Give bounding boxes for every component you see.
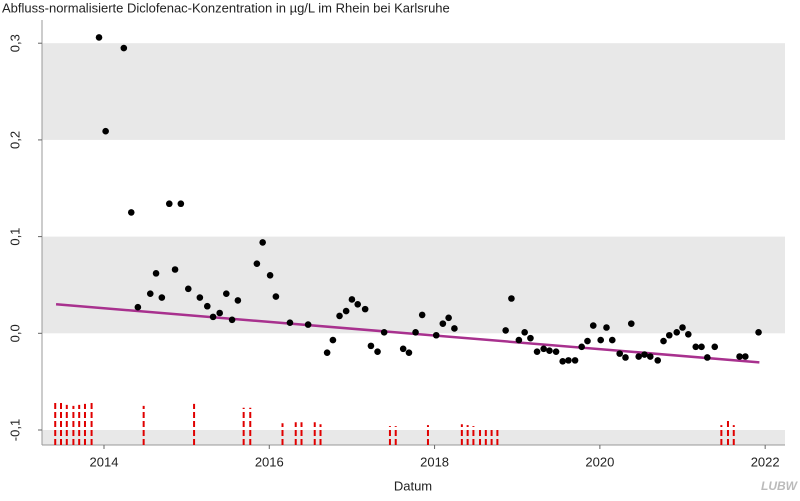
data-point bbox=[209, 313, 217, 321]
data-point bbox=[439, 320, 447, 327]
logo: LUBW bbox=[761, 479, 799, 493]
data-point bbox=[502, 327, 509, 334]
data-point bbox=[336, 312, 343, 320]
data-point bbox=[95, 34, 103, 41]
data-point bbox=[603, 324, 610, 331]
data-point bbox=[348, 296, 356, 303]
x-tick-label: 2022 bbox=[751, 454, 780, 469]
data-point bbox=[578, 343, 585, 351]
data-point bbox=[608, 336, 616, 344]
data-point bbox=[445, 314, 452, 322]
data-point bbox=[742, 353, 749, 360]
data-point bbox=[184, 285, 192, 293]
data-point bbox=[736, 353, 743, 360]
data-point bbox=[685, 330, 692, 338]
data-point bbox=[223, 290, 230, 297]
data-point bbox=[361, 305, 369, 313]
data-point bbox=[546, 347, 553, 355]
background-band bbox=[42, 236, 785, 334]
data-point bbox=[704, 354, 711, 361]
data-point bbox=[654, 357, 662, 364]
x-tick-label: 2018 bbox=[420, 454, 449, 469]
data-point bbox=[692, 343, 700, 351]
data-point bbox=[635, 353, 643, 360]
data-point bbox=[158, 294, 166, 301]
x-tick-label: 2016 bbox=[255, 454, 284, 469]
data-point bbox=[698, 343, 705, 351]
data-point bbox=[253, 260, 261, 267]
data-point bbox=[259, 239, 266, 246]
data-point bbox=[134, 303, 142, 311]
data-point bbox=[559, 358, 566, 365]
x-axis-label: Datum bbox=[394, 478, 432, 493]
data-point bbox=[565, 357, 572, 364]
data-point bbox=[165, 200, 173, 208]
data-point bbox=[589, 322, 597, 329]
data-point bbox=[679, 324, 686, 331]
x-tick-label: 2014 bbox=[90, 454, 119, 469]
data-point bbox=[552, 348, 560, 355]
data-point bbox=[527, 334, 534, 342]
data-point bbox=[451, 325, 458, 332]
data-point bbox=[380, 329, 388, 336]
data-point bbox=[641, 351, 648, 358]
data-point bbox=[203, 302, 211, 310]
data-point bbox=[171, 266, 179, 273]
data-point bbox=[508, 295, 515, 302]
data-point bbox=[597, 336, 604, 344]
y-tick-label: 0,0 bbox=[7, 324, 22, 342]
data-point bbox=[304, 321, 312, 328]
data-point bbox=[412, 329, 419, 336]
data-point bbox=[660, 337, 667, 345]
data-point bbox=[584, 337, 591, 345]
data-point bbox=[216, 309, 223, 317]
background-band bbox=[42, 43, 785, 140]
data-point bbox=[533, 348, 541, 355]
data-point bbox=[228, 316, 236, 324]
data-point bbox=[329, 336, 337, 344]
data-point bbox=[146, 290, 154, 297]
data-point bbox=[127, 209, 135, 216]
y-tick-label: -0,1 bbox=[7, 419, 22, 441]
data-point bbox=[196, 294, 204, 301]
data-point bbox=[272, 293, 280, 300]
data-point bbox=[177, 200, 185, 208]
data-point bbox=[432, 331, 440, 339]
data-point bbox=[627, 320, 635, 327]
data-point bbox=[354, 301, 362, 308]
data-point bbox=[418, 311, 426, 319]
data-point bbox=[665, 331, 673, 339]
data-point bbox=[342, 307, 350, 315]
data-point bbox=[120, 44, 128, 52]
data-point bbox=[234, 297, 242, 304]
data-point bbox=[405, 349, 413, 356]
data-point bbox=[102, 127, 109, 135]
data-point bbox=[515, 336, 523, 344]
data-point bbox=[673, 329, 681, 336]
x-tick-label: 2020 bbox=[585, 454, 614, 469]
y-tick-label: 0,1 bbox=[7, 228, 22, 246]
data-point bbox=[399, 345, 407, 353]
y-tick-label: 0,3 bbox=[7, 34, 22, 52]
y-tick-label: 0,2 bbox=[7, 131, 22, 149]
data-point bbox=[521, 329, 528, 336]
chart-title: Abfluss-normalisierte Diclofenac-Konzent… bbox=[2, 0, 450, 15]
data-point bbox=[622, 354, 629, 361]
data-point bbox=[266, 271, 274, 279]
data-point bbox=[571, 357, 579, 364]
data-point bbox=[711, 343, 719, 351]
data-point bbox=[286, 319, 294, 326]
data-point bbox=[646, 353, 654, 360]
background-band bbox=[42, 430, 785, 445]
data-point bbox=[367, 342, 375, 350]
data-point bbox=[616, 350, 624, 357]
data-point bbox=[152, 270, 160, 277]
data-point bbox=[540, 345, 547, 353]
data-point bbox=[755, 329, 762, 336]
data-point bbox=[323, 349, 331, 356]
data-point bbox=[374, 348, 381, 355]
